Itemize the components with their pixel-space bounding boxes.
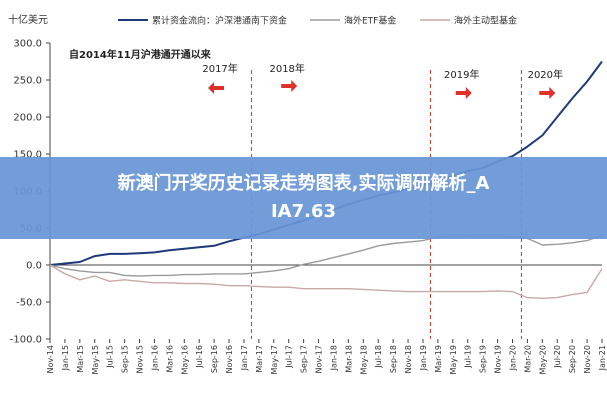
legend: 累计资金流向：沪深港通南下资金 海外ETF基金 海外主动型基金	[118, 15, 517, 27]
x-tick-label: May-18	[359, 345, 368, 374]
x-tick-label: Jul-20	[553, 345, 562, 369]
x-tick-label: Sep-20	[568, 345, 577, 373]
series-line-overseas-active	[49, 264, 603, 299]
x-tick-label: Jan-21	[598, 345, 607, 371]
x-tick-label: Mar-17	[255, 345, 264, 373]
year-marker-arrow	[539, 87, 556, 99]
y-tick-label: -50.0	[16, 298, 42, 309]
year-markers: 2017年 2018年 2019年 2020年	[202, 62, 563, 339]
chart-annotation-title: 自2014年11月沪港通开通以来	[69, 48, 212, 61]
year-marker-label: 2020年	[528, 68, 563, 81]
x-tick-label: May-20	[538, 345, 547, 374]
x-tick-label: Mar-18	[344, 345, 353, 373]
x-tick-label: Sep-19	[479, 345, 488, 373]
x-tick-label: Nov-17	[315, 345, 324, 373]
x-tick-label: Jan-19	[419, 345, 428, 371]
x-tick-label: May-17	[270, 345, 279, 374]
x-tick-label: Nov-19	[494, 345, 503, 373]
x-tick-label: Mar-15	[76, 345, 85, 373]
x-tick-label: Nov-14	[46, 345, 55, 373]
y-tick-label: 300.0	[13, 39, 42, 50]
x-tick-label: Mar-19	[434, 345, 443, 373]
year-marker-arrow	[208, 82, 225, 94]
y-tick-label: 150.0	[13, 150, 42, 161]
x-tick-label: Nov-18	[404, 345, 413, 373]
x-tick-label: Jul-16	[195, 345, 204, 369]
x-tick-label: Sep-18	[389, 345, 398, 373]
legend-label: 海外ETF基金	[344, 15, 396, 27]
y-tick-label: 200.0	[13, 113, 42, 124]
x-tick-label: Jan-17	[240, 345, 249, 371]
x-tick-label: Nov-16	[225, 345, 234, 373]
legend-label: 海外主动型基金	[454, 15, 517, 27]
x-tick-label: Jul-18	[374, 345, 383, 369]
x-tick-label: Jul-19	[464, 345, 473, 369]
x-tick-label: Jul-15	[106, 345, 115, 369]
x-tick-label: May-19	[449, 345, 458, 374]
axes: 300.0250.0200.0150.0100.050.00.0-50.0-10…	[10, 39, 607, 375]
series-line-overseas-etf	[49, 234, 603, 277]
x-tick-label: Jan-18	[329, 345, 338, 371]
x-tick-label: Mar-16	[165, 345, 174, 373]
x-tick-label: Sep-15	[121, 345, 130, 373]
x-tick-label: May-15	[91, 345, 100, 374]
x-tick-label: May-16	[180, 345, 189, 374]
year-marker-label: 2018年	[269, 62, 304, 75]
x-tick-label: Jan-15	[61, 345, 70, 371]
y-tick-label: 0.0	[26, 261, 42, 272]
legend-label: 累计资金流向：沪深港通南下资金	[152, 15, 287, 27]
x-tick-label: Nov-20	[583, 345, 592, 373]
x-tick-label: Nov-15	[136, 345, 145, 373]
year-marker-arrow	[455, 87, 472, 99]
banner-line-1: 新澳门开奖历史记录走势图表,实际调研解析_A	[117, 173, 490, 194]
year-marker-label: 2019年	[444, 68, 479, 81]
year-marker-arrow	[281, 80, 298, 92]
y-axis-unit-label: 十亿美元	[8, 13, 48, 26]
y-tick-label: 250.0	[13, 76, 42, 87]
x-tick-label: Jan-20	[508, 345, 517, 371]
banner-line-2: IA7.63	[270, 201, 337, 222]
x-tick-label: Jul-17	[285, 345, 294, 369]
overlay-banner: 新澳门开奖历史记录走势图表,实际调研解析_A IA7.63	[0, 157, 607, 239]
x-tick-label: Sep-17	[300, 345, 309, 373]
x-tick-label: Sep-16	[210, 345, 219, 373]
year-marker-label: 2017年	[202, 62, 237, 75]
x-tick-label: Jan-16	[150, 345, 159, 371]
x-tick-label: Mar-20	[523, 345, 532, 373]
y-tick-label: -100.0	[10, 335, 42, 346]
